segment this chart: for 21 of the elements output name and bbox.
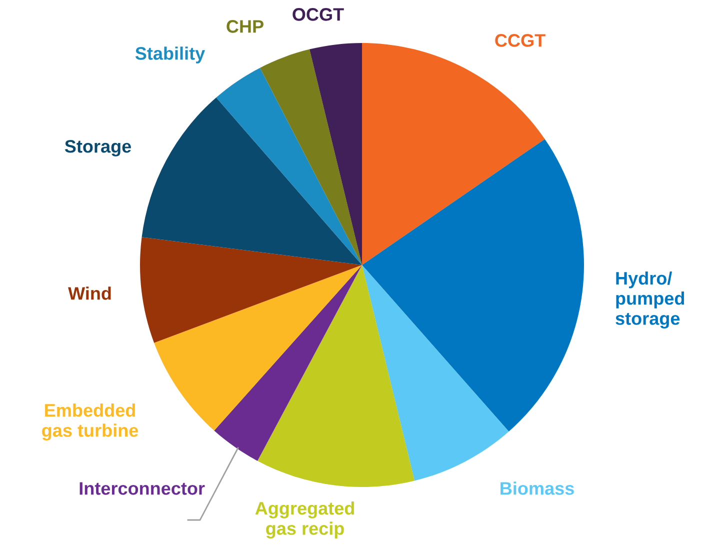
slice-label: Aggregated gas recip — [255, 501, 354, 539]
pie-slice — [258, 265, 415, 487]
pie-slice — [216, 68, 362, 265]
pie-slice — [309, 43, 362, 265]
pie-slice — [214, 265, 362, 461]
slice-label: Hydro/ pumped storage — [616, 271, 684, 329]
slice-label: OCGT — [292, 8, 344, 21]
pie-slice — [140, 237, 362, 343]
pie-slice — [154, 265, 362, 431]
slice-label: Stability — [135, 46, 206, 64]
slice-label: Wind — [68, 286, 111, 300]
slice-label: Embedded gas turbine — [42, 403, 138, 441]
slice-label: Interconnector — [80, 482, 205, 495]
slice-label: Biomass — [500, 482, 574, 495]
pie-slice — [362, 139, 584, 432]
pie-slice — [142, 98, 362, 265]
slice-label: Storage — [64, 140, 131, 156]
pie-slice — [362, 265, 509, 481]
pie-slice — [260, 49, 362, 265]
slice-label: CCGT — [495, 34, 546, 47]
slice-label: CHP — [226, 20, 264, 33]
